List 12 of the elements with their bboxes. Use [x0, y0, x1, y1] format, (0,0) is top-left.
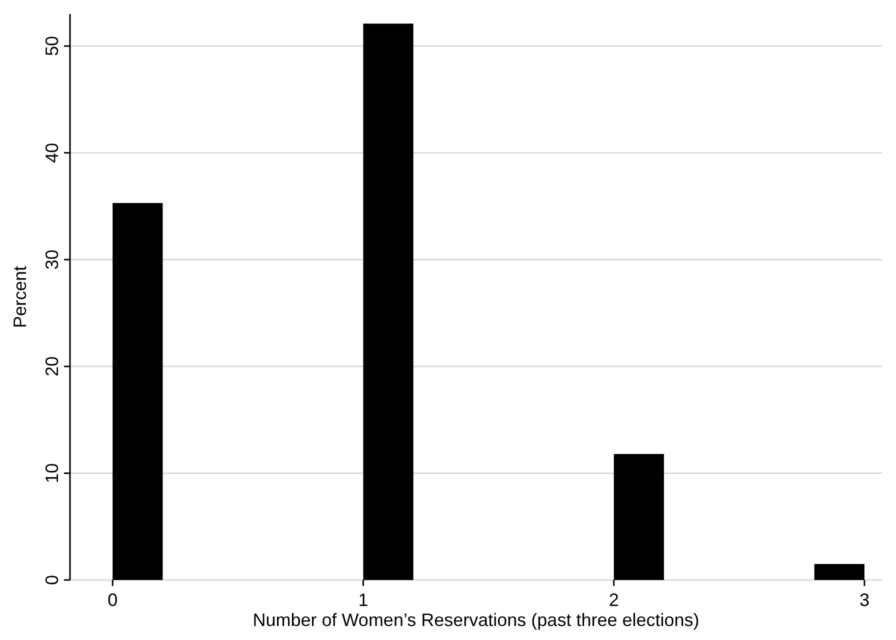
x-tick-label: 1	[358, 590, 368, 610]
x-tick-label: 3	[859, 590, 870, 610]
y-tick-label: 20	[42, 356, 62, 376]
y-tick-label: 30	[42, 250, 62, 270]
x-axis-title: Number of Women’s Reservations (past three elections)	[252, 610, 700, 630]
x-tick-label: 2	[608, 590, 619, 610]
y-tick-label: 40	[42, 142, 62, 163]
x-tick-label: 0	[108, 590, 118, 610]
y-tick-label: 50	[42, 36, 62, 56]
y-tick-label: 0	[42, 574, 62, 586]
y-tick-label: 10	[42, 463, 62, 484]
y-axis-title: Percent	[10, 266, 30, 328]
